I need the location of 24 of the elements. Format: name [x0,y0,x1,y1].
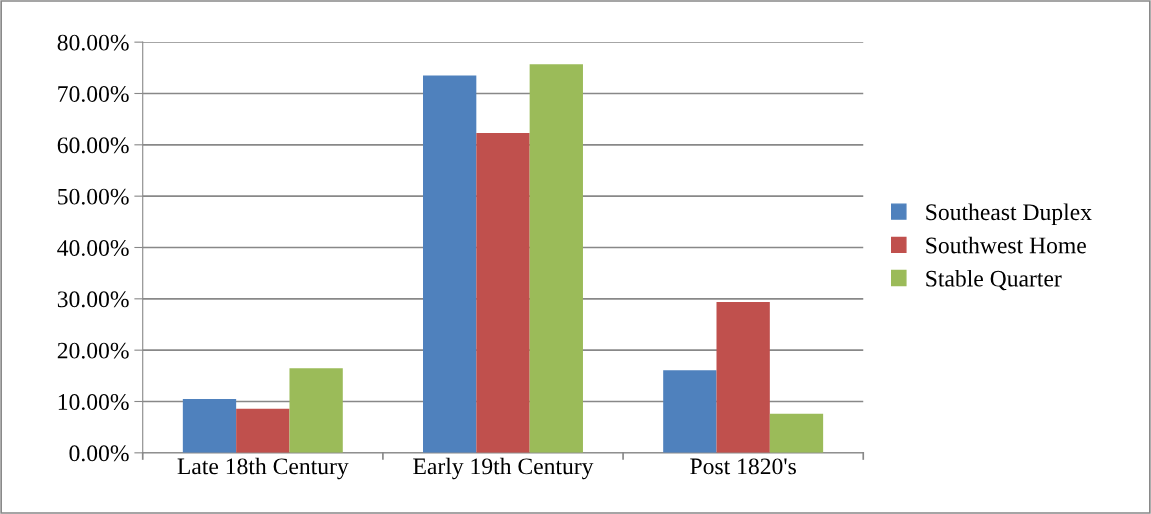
y-tick-label: 40.00% [57,239,129,257]
y-tick-label: 50.00% [58,188,129,205]
legend-label: Southeast Duplex [926,203,1092,225]
bar [663,370,717,453]
y-tick-label: 80.00% [57,34,129,51]
y-tick-label: 30.00% [57,291,129,308]
bar [716,301,770,453]
bar [423,75,477,453]
y-tick-label: 70.00% [58,85,129,103]
bar [529,64,583,453]
y-tick-label: 10.00% [58,393,129,411]
y-tick-label: 0.00% [69,445,129,462]
y-tick-label: 60.00% [57,137,129,154]
bar [769,413,824,453]
x-tick-label: Late 18th Century [177,457,349,480]
bar [476,133,530,453]
x-tick-label: Post 1820's [690,458,796,475]
bar [289,368,343,453]
legend-label: Stable Quarter [926,270,1062,291]
bar [182,398,237,453]
legend-label: Southwest Home [926,236,1086,254]
x-tick-label: Early 19th Century [413,457,594,480]
bar [236,408,290,453]
y-tick-label: 20.00% [57,342,129,359]
